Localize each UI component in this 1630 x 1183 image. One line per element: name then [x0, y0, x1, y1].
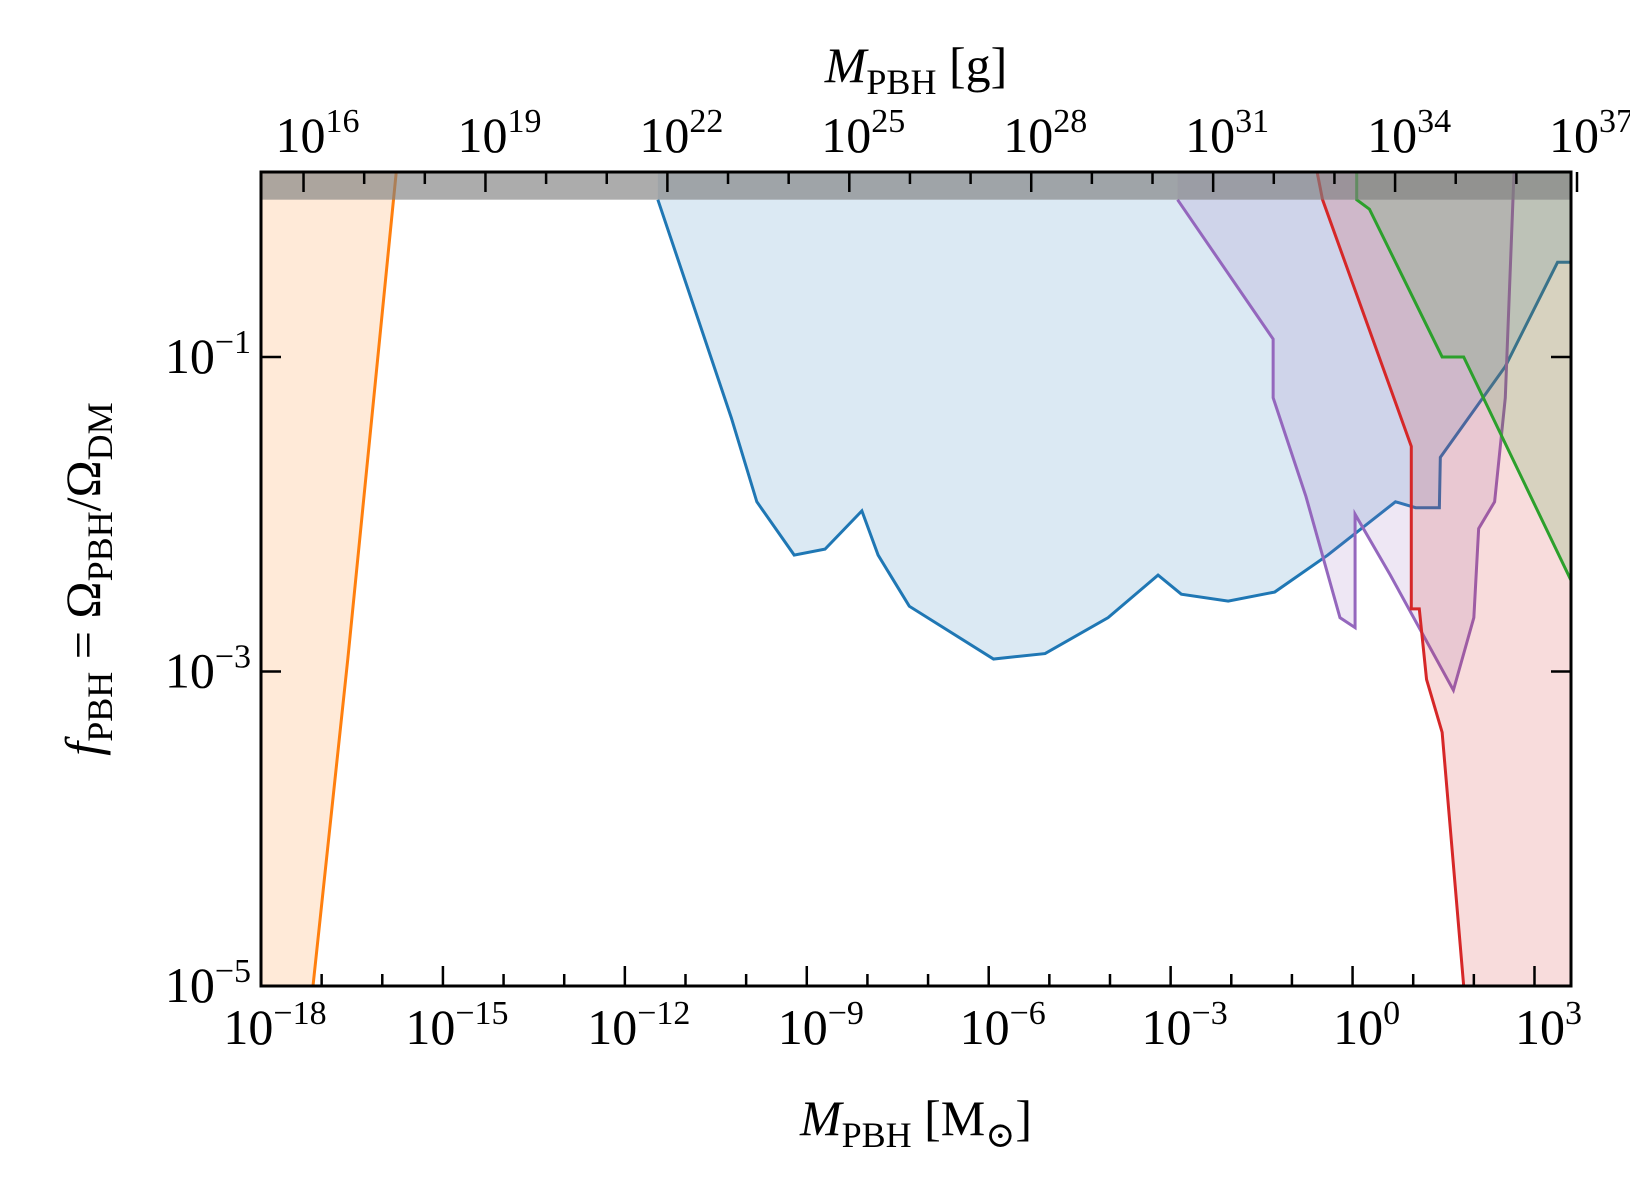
tick-exponent: 19 — [507, 103, 541, 140]
label-part: /Ω — [55, 460, 111, 511]
tick-exponent: −5 — [215, 953, 251, 990]
tick-label: 10−18 — [223, 995, 326, 1055]
tick-exponent: −3 — [1192, 995, 1228, 1032]
tick-base: 10 — [165, 957, 215, 1013]
tick-exponent: −3 — [215, 638, 251, 675]
tick-base: 10 — [276, 107, 326, 163]
tick-base: 10 — [1142, 999, 1192, 1055]
tick-exponent: 3 — [1565, 995, 1582, 1032]
tick-exponent: −6 — [1010, 995, 1046, 1032]
tick-label: 10−6 — [960, 995, 1046, 1055]
tick-base: 10 — [1515, 999, 1565, 1055]
axis-label: MPBH [g] — [824, 37, 1008, 102]
bound-line — [1176, 172, 1516, 695]
tick-exponent: −12 — [637, 995, 690, 1032]
tick-base: 10 — [405, 999, 455, 1055]
tick-base: 10 — [1333, 999, 1383, 1055]
plot-frame — [259, 170, 1573, 988]
tick-base: 10 — [165, 328, 215, 384]
tick-label: 10−12 — [587, 995, 690, 1055]
tick-exponent: −18 — [273, 995, 326, 1032]
tick-base: 10 — [457, 107, 507, 163]
tick-exponent: 22 — [689, 103, 723, 140]
tick-base: 10 — [960, 999, 1010, 1055]
tick-exponent: 37 — [1599, 103, 1630, 140]
label-part: PBH — [80, 511, 120, 581]
tick-label: 1034 — [1367, 103, 1451, 163]
label-part: DM — [80, 402, 120, 460]
tick-label: 10−15 — [405, 995, 508, 1055]
bound-line — [311, 172, 398, 986]
region-fill — [1356, 172, 1571, 581]
plot-area — [261, 172, 1571, 986]
tick-label: 1022 — [639, 103, 723, 163]
excluded-band — [261, 172, 1571, 200]
tick-exponent: −1 — [215, 324, 251, 361]
label-part: ⊙ — [985, 1115, 1015, 1155]
tick-exponent: 31 — [1235, 103, 1269, 140]
label-part: [M — [912, 1090, 986, 1146]
tick-base: 10 — [165, 642, 215, 698]
bound-line — [1315, 172, 1466, 986]
tick-label: 10−3 — [165, 638, 251, 698]
region-fill — [1177, 172, 1571, 691]
tick-label: 1028 — [1003, 103, 1087, 163]
bound-line — [656, 199, 1571, 661]
tick-base: 10 — [1003, 107, 1053, 163]
tick-label: 10−1 — [165, 324, 251, 384]
axis-label: fPBH = ΩPBH/ΩDM — [55, 402, 120, 755]
tick-base: 10 — [1367, 107, 1417, 163]
label-part: ] — [1015, 1090, 1032, 1146]
tick-label: 103 — [1515, 995, 1582, 1055]
tick-label: 1016 — [276, 103, 360, 163]
tick-label: 100 — [1333, 995, 1400, 1055]
tick-exponent: 25 — [871, 103, 905, 140]
tick-base: 10 — [1185, 107, 1235, 163]
label-part: PBH — [866, 62, 936, 102]
tick-label: 1031 — [1185, 103, 1269, 163]
label-part: = Ω — [55, 581, 111, 671]
region-fill — [657, 172, 1571, 660]
tick-label: 1019 — [457, 103, 541, 163]
tick-label: 10−9 — [778, 995, 864, 1055]
tick-label: 10−5 — [165, 953, 251, 1013]
tick-label: 10−3 — [1142, 995, 1228, 1055]
tick-base: 10 — [223, 999, 273, 1055]
tick-base: 10 — [778, 999, 828, 1055]
axis-label: MPBH [M⊙] — [799, 1090, 1032, 1155]
label-part: [g] — [936, 37, 1007, 93]
tick-base: 10 — [821, 107, 871, 163]
tick-exponent: 34 — [1417, 103, 1451, 140]
tick-exponent: 16 — [326, 103, 360, 140]
tick-label: 1025 — [821, 103, 905, 163]
region-fill — [1317, 172, 1571, 986]
tick-base: 10 — [1549, 107, 1599, 163]
tick-exponent: 0 — [1383, 995, 1400, 1032]
label-part: PBH — [842, 1115, 912, 1155]
tick-exponent: −15 — [455, 995, 508, 1032]
tick-base: 10 — [639, 107, 689, 163]
label-part: M — [824, 37, 869, 93]
label-part: PBH — [80, 672, 120, 742]
tick-base: 10 — [587, 999, 637, 1055]
tick-exponent: 28 — [1053, 103, 1087, 140]
label-part: M — [799, 1090, 844, 1146]
region-fill — [261, 172, 397, 986]
tick-exponent: −9 — [828, 995, 864, 1032]
tick-label: 1037 — [1549, 103, 1630, 163]
